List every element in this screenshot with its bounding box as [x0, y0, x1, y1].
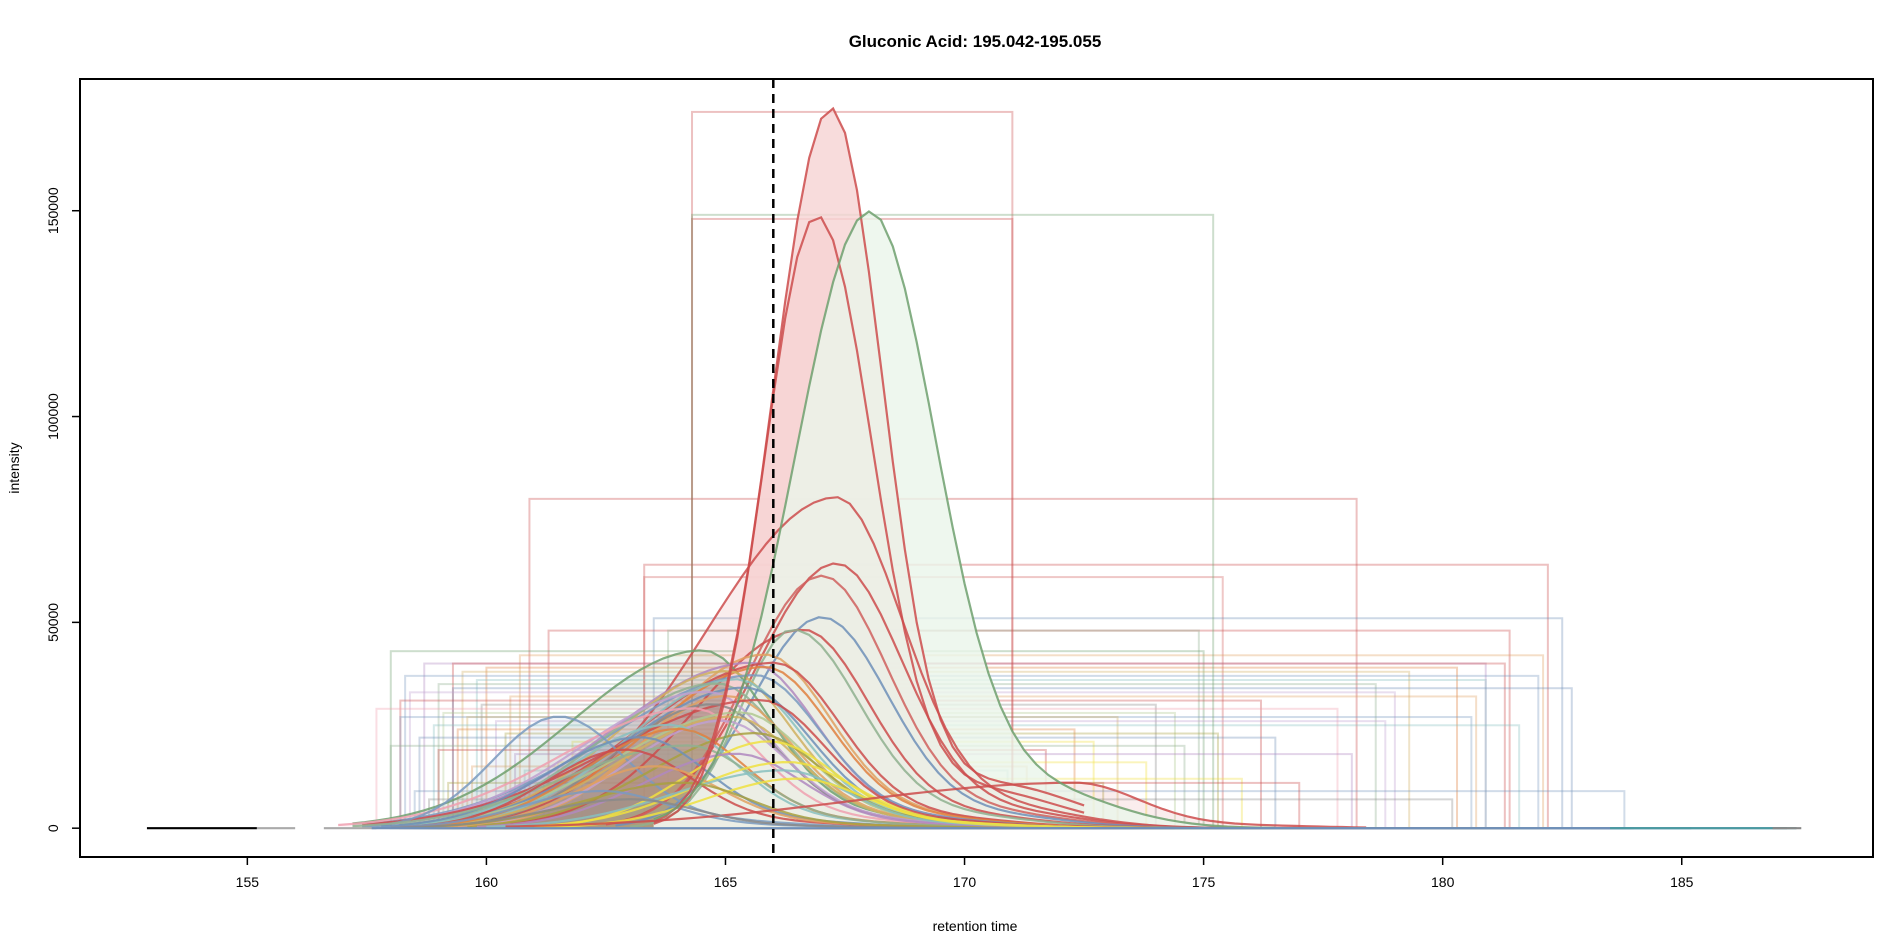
x-tick-label: 155: [236, 874, 260, 890]
peak-fill: [400, 749, 1118, 829]
plot-area: [146, 79, 1802, 857]
y-tick-label: 100000: [45, 393, 61, 440]
highlighted-peak-fill: [653, 211, 1276, 829]
x-tick-label: 165: [714, 874, 738, 890]
y-tick-label: 50000: [45, 603, 61, 642]
x-tick-label: 185: [1670, 874, 1694, 890]
x-axis: 155 160 165 170 175 180 185: [236, 857, 1694, 890]
y-tick-label: 150000: [45, 187, 61, 234]
chromatogram-trace: [653, 210, 1276, 829]
peak-fill: [443, 704, 1221, 829]
x-tick-label: 175: [1192, 874, 1216, 890]
y-tick-label: 0: [45, 824, 61, 832]
chromatogram-trace: [505, 781, 1367, 829]
y-axis-label: intensity: [6, 442, 22, 493]
x-tick-label: 180: [1431, 874, 1455, 890]
plot-frame: [79, 78, 1874, 858]
y-axis: 0 50000 100000 150000: [45, 187, 80, 832]
x-axis-label: retention time: [933, 918, 1018, 934]
chromatogram-trace: [653, 216, 1085, 825]
peak-fill: [386, 662, 1558, 829]
chart-title: Gluconic Acid: 195.042-195.055: [849, 32, 1102, 51]
x-tick-label: 170: [953, 874, 977, 890]
x-tick-label: 160: [475, 874, 499, 890]
